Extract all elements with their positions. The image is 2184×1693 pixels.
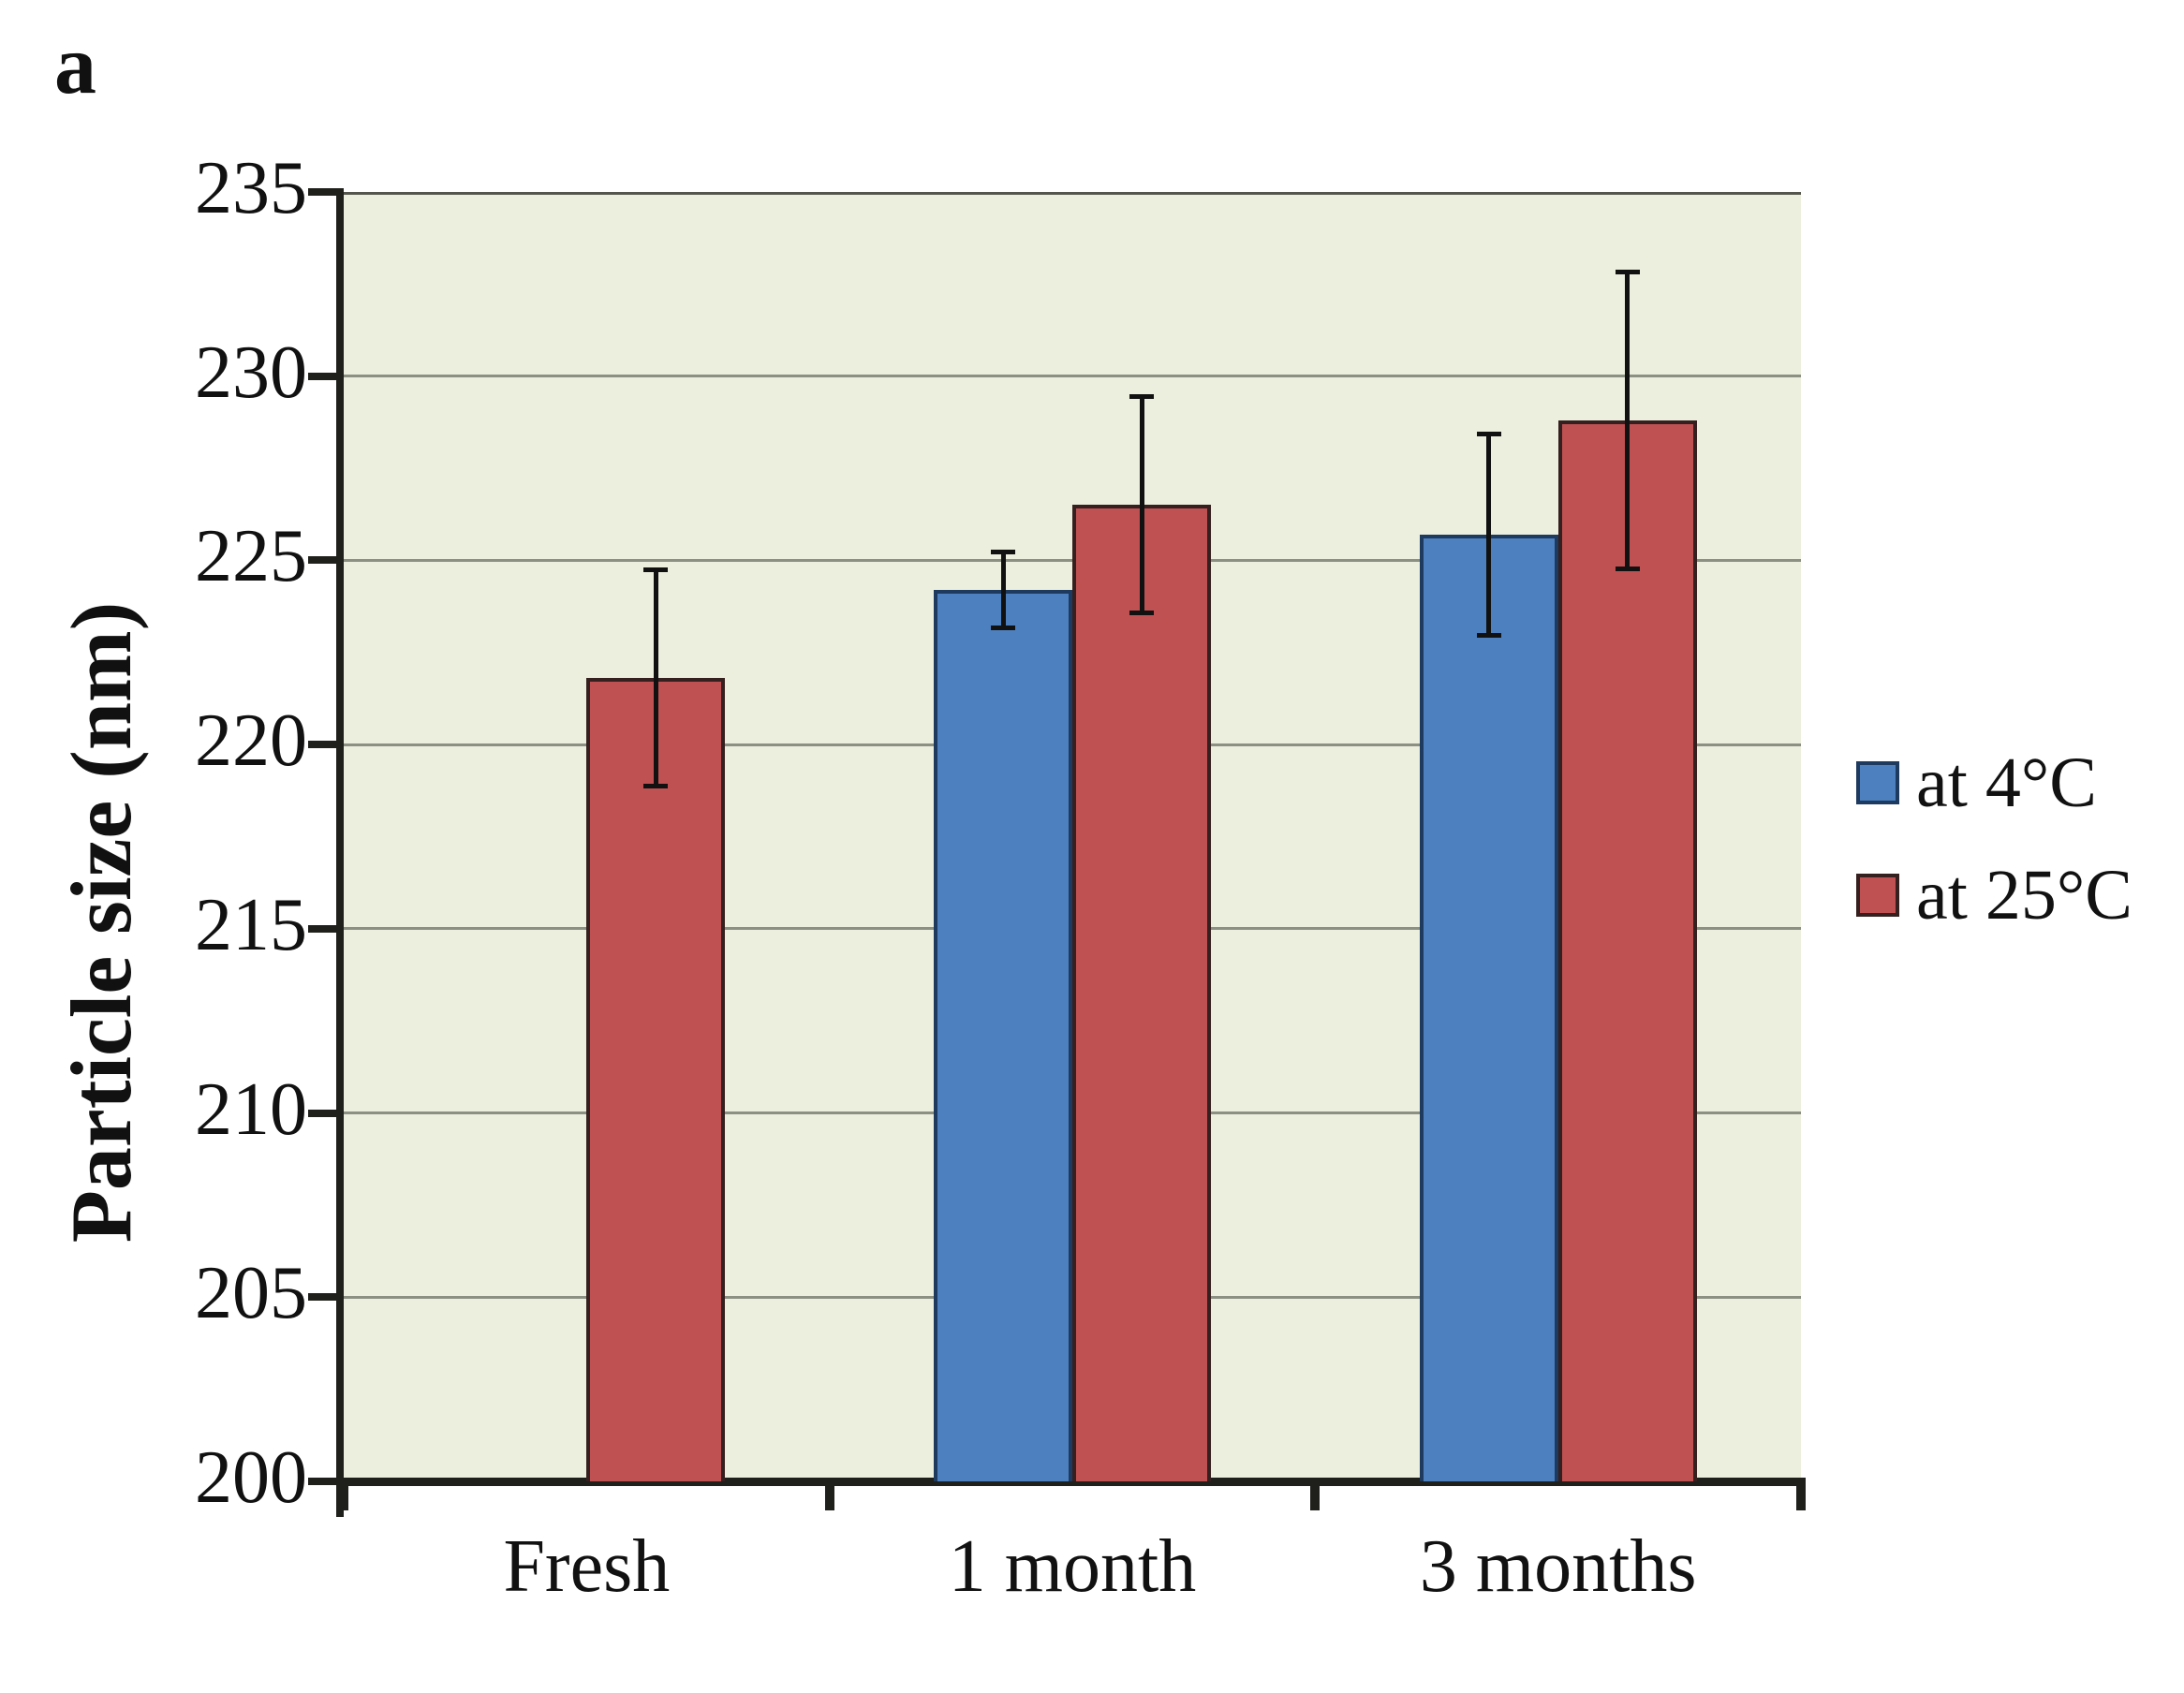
y-axis-line [336,189,344,1517]
x-axis-tick [1796,1485,1806,1510]
x-tick-label: Fresh [503,1525,671,1608]
error-bar-line [1000,549,1006,631]
y-axis-tick [308,924,344,933]
y-axis-tick [308,1109,344,1117]
y-tick-label: 235 [195,146,307,229]
bar-at-4°C-3-months [1419,534,1558,1481]
legend-label: at 4°C [1916,743,2097,822]
y-axis-tick [308,556,344,565]
x-tick-label: 3 months [1419,1525,1697,1608]
y-axis-tick [308,741,344,749]
y-axis-tick [308,372,344,380]
y-tick-label: 220 [195,699,307,783]
error-bar-cap-bottom [643,784,669,789]
legend-label: at 25°C [1916,856,2132,935]
legend: at 4°C at 25°C [1856,747,2132,931]
bar-at-4°C-1-month [934,589,1072,1481]
error-bar-cap-top [643,567,669,573]
error-bar-line [1625,269,1631,572]
x-axis-tick [339,1485,348,1510]
legend-entry: at 25°C [1856,860,2132,931]
y-tick-label: 205 [195,1252,307,1335]
y-tick-label: 215 [195,883,307,966]
error-bar-cap-top [1129,394,1154,400]
y-tick-label: 225 [195,515,307,598]
legend-swatch-icon [1856,874,1899,917]
y-tick-label: 210 [195,1067,307,1151]
legend-swatch-icon [1856,761,1899,804]
error-bar-line [1486,431,1492,639]
bar-at-25°C-Fresh [586,678,726,1481]
error-bar-cap-top [1615,269,1640,274]
error-bar-cap-bottom [1615,567,1640,572]
y-tick-label: 230 [195,331,307,414]
y-tick-label: 200 [195,1435,307,1519]
y-axis-tick [308,1478,344,1485]
gridline [344,375,1801,378]
error-bar-line [653,567,658,789]
error-bar-cap-top [1476,431,1501,436]
error-bar-line [1139,394,1144,616]
error-bar-cap-bottom [1129,611,1154,616]
error-bar-cap-bottom [991,626,1015,631]
bar-at-25°C-1-month [1072,505,1211,1481]
y-axis-tick [308,1293,344,1302]
error-bar-cap-top [991,549,1015,554]
legend-entry: at 4°C [1856,747,2132,818]
panel-label: a [54,19,96,111]
x-axis-tick [1310,1485,1321,1510]
y-axis-tick [308,188,344,196]
x-axis-line [336,1477,1806,1486]
error-bar-cap-bottom [1476,633,1501,639]
x-tick-label: 1 month [948,1525,1197,1608]
x-axis-tick [824,1485,834,1510]
bar-at-25°C-3-months [1557,420,1697,1481]
